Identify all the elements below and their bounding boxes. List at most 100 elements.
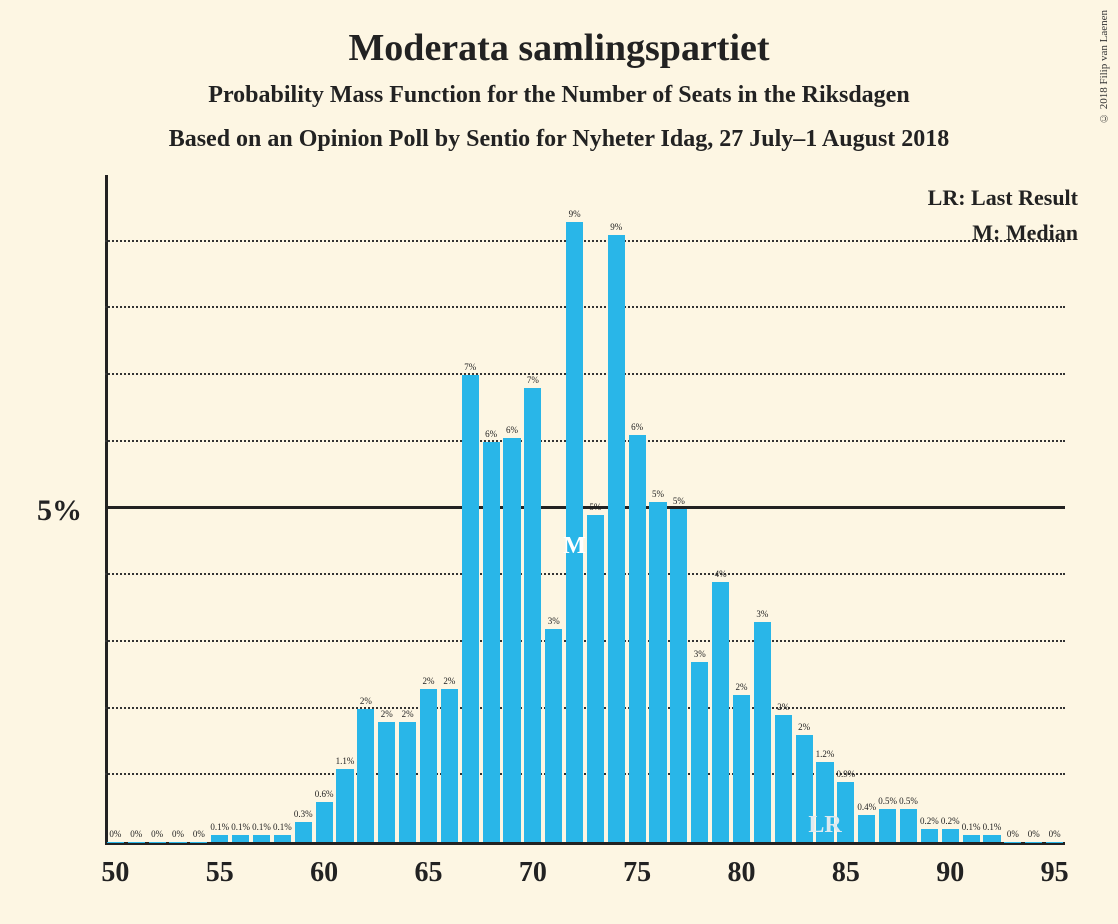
bar bbox=[649, 502, 666, 842]
bar bbox=[1025, 842, 1042, 843]
x-tick-label: 85 bbox=[832, 857, 860, 889]
gridline bbox=[105, 707, 1065, 709]
bar bbox=[691, 662, 708, 842]
bar bbox=[274, 835, 291, 842]
x-tick-label: 95 bbox=[1041, 857, 1069, 889]
bar-value-label: 0.6% bbox=[315, 789, 334, 799]
bar bbox=[336, 769, 353, 842]
chart-title: Moderata samlingspartiet bbox=[0, 26, 1118, 70]
bar-value-label: 5% bbox=[652, 489, 664, 499]
bar bbox=[441, 689, 458, 842]
x-tick-label: 90 bbox=[936, 857, 964, 889]
bar bbox=[128, 842, 145, 843]
bar bbox=[253, 835, 270, 842]
x-tick-label: 50 bbox=[101, 857, 129, 889]
bar-value-label: 6% bbox=[506, 425, 518, 435]
bar-value-label: 3% bbox=[548, 616, 560, 626]
gridline-solid bbox=[105, 506, 1065, 509]
bar-value-label: 4% bbox=[715, 569, 727, 579]
bar-value-label: 0.1% bbox=[210, 822, 229, 832]
bar-value-label: 0.5% bbox=[878, 796, 897, 806]
x-tick-label: 55 bbox=[206, 857, 234, 889]
chart-subtitle-1: Probability Mass Function for the Number… bbox=[0, 82, 1118, 109]
bar-value-label: 0% bbox=[1028, 829, 1040, 839]
bar-value-label: 9% bbox=[569, 209, 581, 219]
bar-value-label: 0.1% bbox=[252, 822, 271, 832]
bar-value-label: 0% bbox=[172, 829, 184, 839]
bar-value-label: 0% bbox=[151, 829, 163, 839]
bar-value-label: 1.1% bbox=[336, 756, 355, 766]
bar-value-label: 0% bbox=[109, 829, 121, 839]
bar bbox=[983, 835, 1000, 842]
bar-value-label: 0.1% bbox=[273, 822, 292, 832]
bar-value-label: 5% bbox=[589, 502, 601, 512]
bar-value-label: 0.5% bbox=[899, 796, 918, 806]
x-axis-line bbox=[105, 842, 1065, 845]
bar bbox=[587, 515, 604, 842]
bar bbox=[107, 842, 124, 843]
bar bbox=[399, 722, 416, 842]
bar-value-label: 2% bbox=[360, 696, 372, 706]
bar bbox=[858, 815, 875, 842]
bar bbox=[712, 582, 729, 842]
bar bbox=[357, 709, 374, 842]
bar bbox=[900, 809, 917, 842]
bar bbox=[524, 388, 541, 842]
gridline bbox=[105, 773, 1065, 775]
bar-value-label: 2% bbox=[381, 709, 393, 719]
bar-value-label: 0.2% bbox=[941, 816, 960, 826]
bar bbox=[232, 835, 249, 842]
bar bbox=[211, 835, 228, 842]
bar bbox=[1004, 842, 1021, 843]
bar bbox=[378, 722, 395, 842]
chart-subtitle-2: Based on an Opinion Poll by Sentio for N… bbox=[0, 126, 1118, 153]
gridline bbox=[105, 640, 1065, 642]
bar-value-label: 0.4% bbox=[857, 802, 876, 812]
gridline bbox=[105, 373, 1065, 375]
x-tick-label: 70 bbox=[519, 857, 547, 889]
bar-value-label: 1.2% bbox=[816, 749, 835, 759]
x-tick-label: 80 bbox=[728, 857, 756, 889]
bar-value-label: 0.1% bbox=[983, 822, 1002, 832]
y-axis-label: 5% bbox=[37, 494, 82, 528]
bar bbox=[1046, 842, 1063, 843]
bar bbox=[316, 802, 333, 842]
bar-value-label: 7% bbox=[464, 362, 476, 372]
x-tick-label: 60 bbox=[310, 857, 338, 889]
bar-value-label: 2% bbox=[422, 676, 434, 686]
bar bbox=[879, 809, 896, 842]
gridline bbox=[105, 440, 1065, 442]
bar bbox=[754, 622, 771, 842]
bar bbox=[169, 842, 186, 843]
bar-value-label: 7% bbox=[527, 375, 539, 385]
bar bbox=[608, 235, 625, 842]
bar-value-label: 0.3% bbox=[294, 809, 313, 819]
y-axis-line bbox=[105, 175, 108, 845]
bar-value-label: 6% bbox=[485, 429, 497, 439]
bar-value-label: 0.1% bbox=[231, 822, 250, 832]
median-marker: M bbox=[563, 533, 586, 560]
bar-value-label: 0.9% bbox=[836, 769, 855, 779]
bar bbox=[629, 435, 646, 842]
x-tick-label: 75 bbox=[623, 857, 651, 889]
bar-value-label: 2% bbox=[777, 702, 789, 712]
bar bbox=[963, 835, 980, 842]
bar-value-label: 0.1% bbox=[962, 822, 981, 832]
bar-value-label: 3% bbox=[694, 649, 706, 659]
bar-value-label: 0.2% bbox=[920, 816, 939, 826]
bar-value-label: 0% bbox=[130, 829, 142, 839]
bar-value-label: 9% bbox=[610, 222, 622, 232]
gridline bbox=[105, 240, 1065, 242]
bar bbox=[670, 509, 687, 843]
bar-value-label: 3% bbox=[756, 609, 768, 619]
bar-value-label: 2% bbox=[798, 722, 810, 732]
bar bbox=[733, 695, 750, 842]
bar bbox=[921, 829, 938, 842]
bar bbox=[503, 438, 520, 842]
bar bbox=[462, 375, 479, 842]
chart-container: © 2018 Filip van Laenen Moderata samling… bbox=[0, 0, 1118, 924]
bar-value-label: 5% bbox=[673, 496, 685, 506]
x-tick-label: 65 bbox=[414, 857, 442, 889]
bar-value-label: 6% bbox=[631, 422, 643, 432]
bar bbox=[295, 822, 312, 842]
